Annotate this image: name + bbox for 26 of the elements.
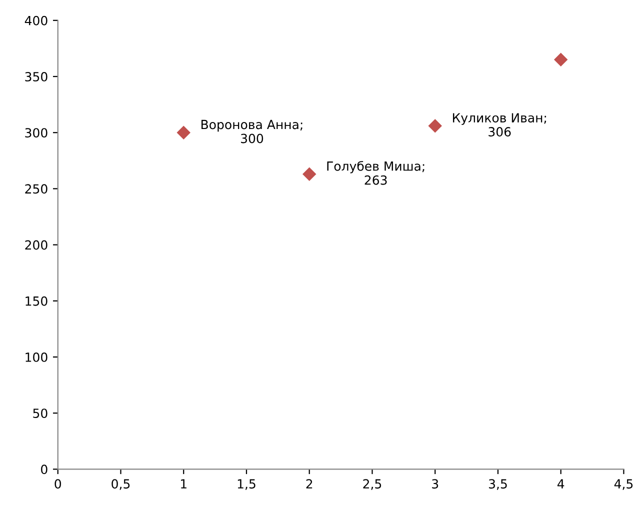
y-tick-label: 250: [25, 184, 48, 194]
x-tick-label: 4,5: [614, 479, 633, 490]
data-label: Воронова Анна; 300: [202, 120, 302, 144]
y-tick-label: 350: [25, 72, 48, 82]
x-tick-label: 1,5: [238, 479, 256, 490]
x-tick-label: 0: [54, 479, 62, 489]
point: [428, 119, 442, 132]
y-tick-label: 50: [33, 408, 48, 418]
y-tick-label: 150: [26, 296, 48, 306]
y-tick-label: 300: [25, 128, 48, 138]
y-tick-label: 0: [41, 464, 48, 474]
point: [177, 126, 190, 140]
x-tick-label: 2: [306, 479, 312, 488]
point: [302, 168, 316, 181]
data-label: Куликов Иван; 306: [452, 113, 546, 136]
data-label: Голубев Миша; 263: [327, 160, 424, 185]
point: [554, 53, 568, 66]
x-tick-label: 2,5: [363, 479, 382, 490]
x-tick-label: 0,5: [112, 479, 130, 490]
x-tick-label: 1: [181, 479, 186, 488]
y-tick-label: 100: [26, 352, 48, 362]
y-tick-label: 400: [24, 16, 48, 26]
x-tick-label: 3,5: [488, 479, 507, 490]
x-tick-label: 4: [557, 479, 564, 488]
y-tick-label: 200: [25, 240, 48, 250]
x-tick-label: 3: [432, 479, 438, 489]
